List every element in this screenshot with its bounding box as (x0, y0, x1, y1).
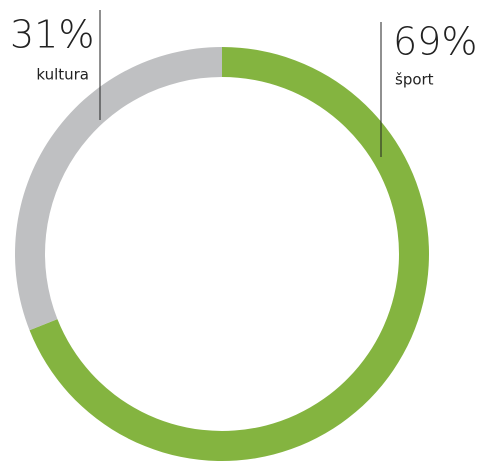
category-label: šport (395, 71, 434, 89)
category-label: kultura (36, 66, 89, 84)
donut-segment (14, 47, 222, 331)
value-label: 69% (393, 20, 477, 64)
value-label: 31% (10, 13, 94, 57)
